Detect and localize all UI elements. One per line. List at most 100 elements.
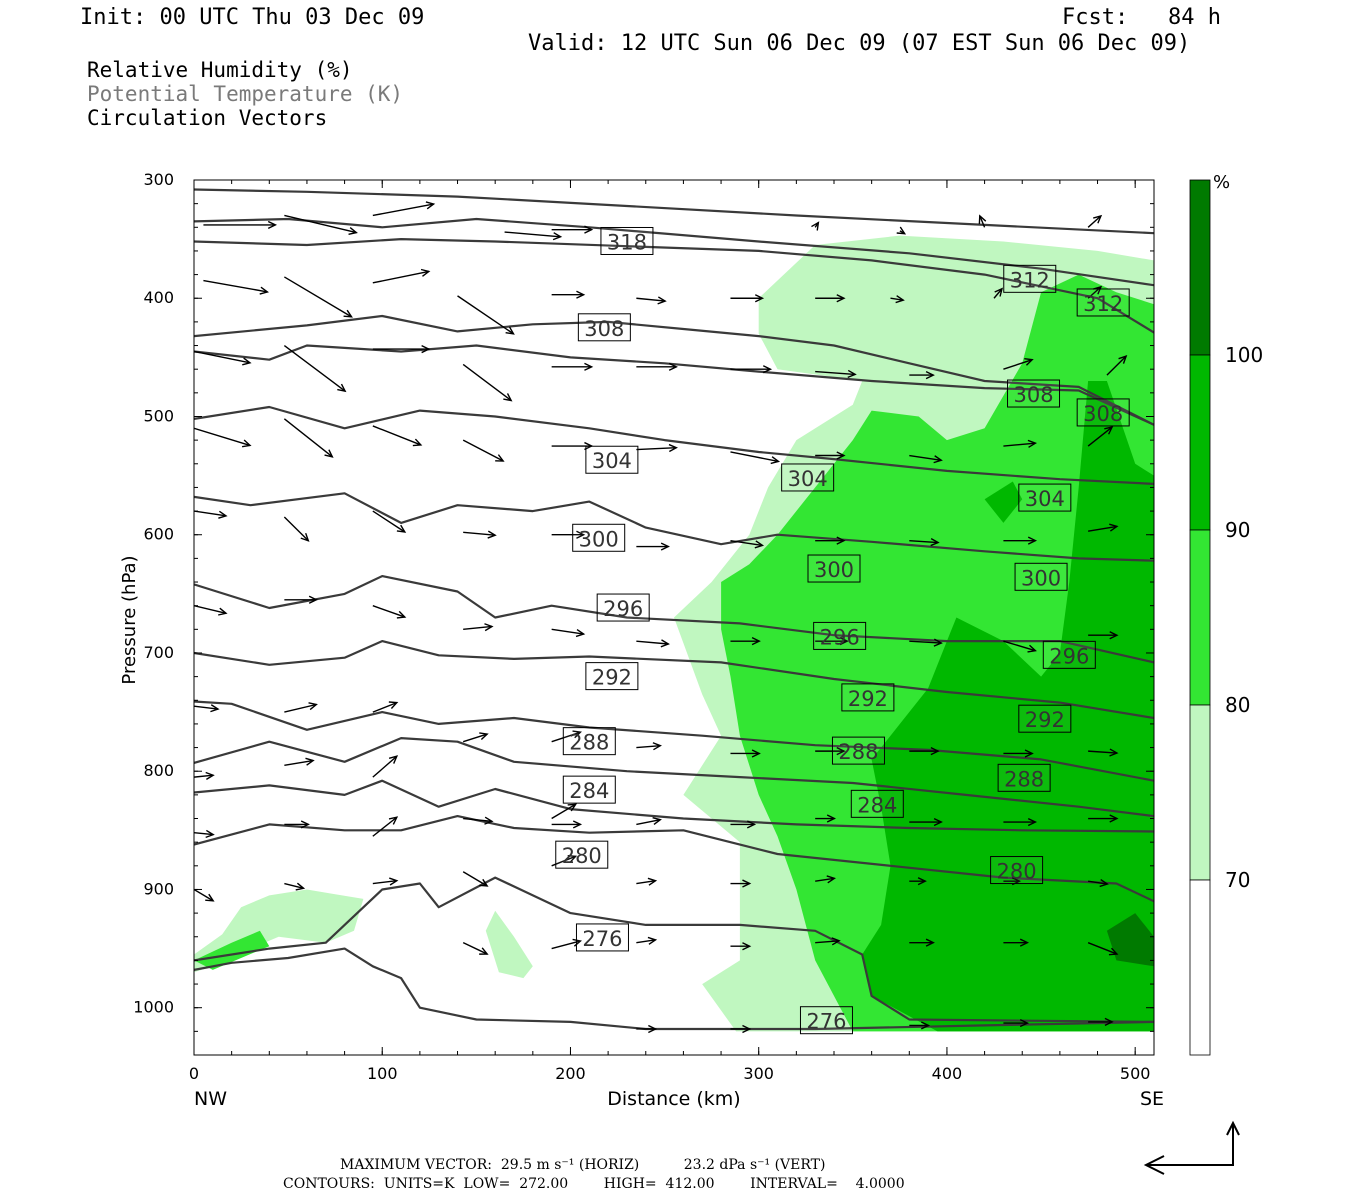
vector-shaft: [504, 231, 561, 238]
circulation-vector: [815, 747, 846, 756]
rh-region-100-7: [1106, 913, 1154, 967]
contour-label-box: [799, 1006, 853, 1035]
circulation-vector: [636, 542, 670, 551]
circulation-vector: [993, 287, 1004, 299]
vector-head: [479, 947, 489, 955]
circulation-vector: [636, 877, 658, 886]
vector-layer: [194, 201, 1128, 1034]
contour-label: 312: [1003, 264, 1057, 293]
vector-head: [241, 439, 252, 448]
circulation-vector: [1003, 938, 1030, 947]
vector-head: [754, 540, 765, 549]
contour-label-box: [841, 683, 895, 712]
vector-head: [584, 225, 594, 234]
vector-shaft: [372, 605, 406, 618]
x-tick-label: 500: [1120, 1064, 1151, 1083]
contour-label-box: [813, 621, 867, 650]
circulation-vector: [551, 362, 594, 371]
vector-shaft: [372, 880, 397, 885]
circulation-vector: [730, 539, 765, 549]
vector-shaft: [815, 370, 856, 376]
colorbar-swatch: [1189, 529, 1211, 706]
vector-head: [300, 532, 310, 542]
reference-vector-icon: [1143, 1120, 1240, 1175]
vector-shaft: [283, 516, 309, 542]
contour-label: 284: [562, 775, 616, 804]
circulation-vector: [551, 803, 578, 820]
legend-circulation-vectors: Circulation Vectors: [87, 106, 328, 130]
contour-label: 308: [577, 313, 631, 342]
circulation-vector: [1003, 357, 1034, 370]
circulation-vector: [194, 771, 215, 780]
contour-label-text: 276: [582, 927, 622, 951]
vector-shaft: [551, 803, 577, 820]
contour-label-text: 292: [592, 666, 632, 690]
circulation-vector: [1088, 1017, 1114, 1027]
vector-head: [479, 732, 489, 741]
vector-shaft: [372, 270, 429, 284]
circulation-vector: [283, 344, 347, 393]
colorbar-label: 90: [1225, 518, 1250, 542]
contour-label: 296: [813, 621, 867, 650]
theta-contour-274: [194, 947, 1154, 1031]
vector-head: [1109, 814, 1119, 823]
circulation-vector: [462, 439, 505, 462]
vector-shaft: [283, 344, 346, 392]
vector-head: [836, 747, 846, 756]
circulation-vector: [636, 443, 678, 453]
circulation-vector: [811, 221, 820, 231]
contour-label-text: 318: [607, 230, 647, 254]
vector-head: [1093, 285, 1103, 295]
circulation-vector: [1088, 631, 1119, 640]
x-tick-label: 400: [932, 1064, 963, 1083]
theta-contour-308: [194, 314, 1154, 426]
contour-label-box: [1014, 562, 1068, 591]
vector-shaft: [194, 350, 251, 364]
vector-head: [567, 855, 578, 863]
circulation-vector: [1106, 354, 1128, 376]
vector-shaft: [551, 731, 581, 743]
contour-label-layer: 318 312 312 308 308 308 304 304 304 300 300 300 296 2…: [555, 226, 1130, 1035]
vector-shaft: [636, 744, 661, 749]
contour-label: 308: [1076, 398, 1130, 427]
contour-label-text: 292: [848, 687, 888, 711]
circulation-vector: [636, 742, 662, 751]
circulation-vector: [551, 820, 583, 829]
vector-head: [1109, 631, 1119, 640]
circulation-vector: [730, 637, 761, 646]
circulation-vector: [1087, 942, 1119, 956]
vector-head: [412, 438, 423, 447]
contour-label-text: 300: [1021, 566, 1061, 590]
circulation-vector: [551, 628, 586, 638]
vector-head: [425, 201, 436, 210]
vector-shaft: [1087, 426, 1113, 447]
vector-head: [826, 875, 836, 884]
vector-head: [925, 370, 935, 380]
vector-head: [484, 816, 494, 825]
contour-label-box: [1003, 264, 1057, 293]
circulation-vector: [462, 871, 489, 887]
vector-shaft: [194, 774, 214, 778]
vector-shaft: [909, 640, 942, 644]
vector-shaft: [194, 832, 214, 836]
contour-label: 288: [831, 736, 885, 765]
vector-shaft: [372, 701, 398, 713]
vector-head: [503, 393, 513, 402]
vector-head: [1019, 938, 1030, 947]
circulation-vector: [815, 369, 857, 379]
vector-head: [576, 290, 586, 299]
vector-shaft: [463, 531, 496, 536]
init-time: Init: 00 UTC Thu 03 Dec 09: [80, 5, 425, 30]
circulation-vector: [372, 755, 399, 778]
circulation-vector: [372, 425, 423, 447]
vector-head: [933, 817, 943, 827]
circulation-vector: [463, 623, 494, 632]
x-tick-label: 300: [743, 1064, 774, 1083]
contour-label-text: 304: [788, 467, 828, 491]
contour-label: 296: [596, 593, 650, 622]
vector-shaft: [203, 279, 268, 293]
contour-label-text: 312: [1010, 268, 1050, 292]
vector-shaft: [284, 214, 357, 234]
contour-label-text: 308: [584, 317, 624, 341]
contour-label-text: 280: [562, 844, 602, 868]
